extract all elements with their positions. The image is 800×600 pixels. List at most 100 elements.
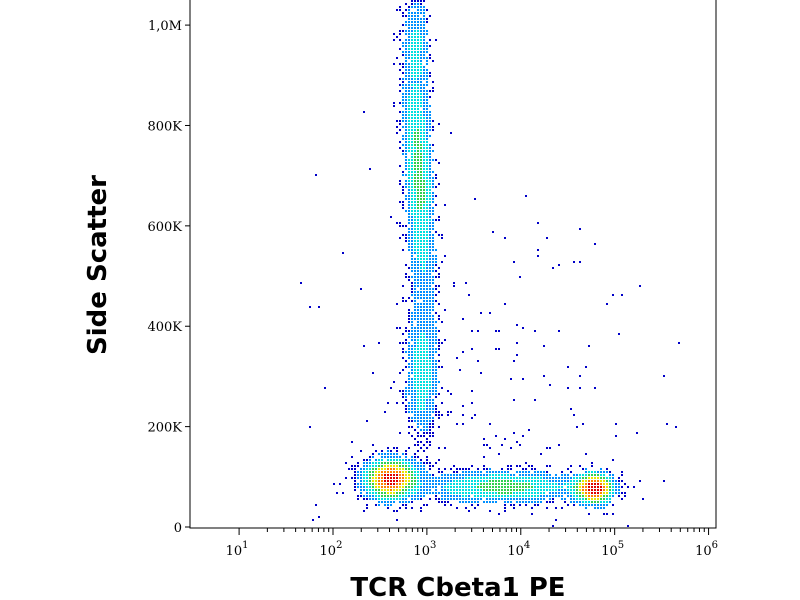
density-point	[411, 351, 413, 353]
density-point	[399, 432, 401, 434]
density-point	[402, 300, 404, 302]
density-point	[378, 486, 380, 488]
density-point	[375, 498, 377, 500]
density-point	[558, 492, 560, 494]
density-point	[423, 177, 425, 179]
density-point	[372, 489, 374, 491]
density-point	[519, 486, 521, 488]
density-point	[423, 249, 425, 251]
density-point	[417, 465, 419, 467]
density-point	[363, 483, 365, 485]
density-point	[378, 459, 380, 461]
density-point	[525, 498, 527, 500]
density-point	[561, 495, 563, 497]
density-point	[426, 183, 428, 185]
density-point	[543, 495, 545, 497]
density-point	[420, 474, 422, 476]
density-point	[417, 330, 419, 332]
density-point	[435, 261, 437, 263]
density-point	[414, 345, 416, 347]
density-point	[420, 228, 422, 230]
density-point	[417, 186, 419, 188]
density-point	[408, 381, 410, 383]
density-point	[393, 381, 395, 383]
density-point	[492, 492, 494, 494]
density-point	[411, 456, 413, 458]
density-point	[573, 486, 575, 488]
density-point	[414, 240, 416, 242]
density-point	[441, 471, 443, 473]
density-point	[471, 465, 473, 467]
density-point	[423, 162, 425, 164]
density-point	[423, 360, 425, 362]
density-point	[408, 237, 410, 239]
density-point	[369, 492, 371, 494]
density-point	[420, 168, 422, 170]
density-point	[453, 477, 455, 479]
density-point	[411, 189, 413, 191]
density-point	[414, 354, 416, 356]
density-point	[396, 462, 398, 464]
density-point	[603, 492, 605, 494]
density-point	[516, 492, 518, 494]
density-point	[411, 336, 413, 338]
density-point	[417, 222, 419, 224]
density-point	[459, 498, 461, 500]
density-point	[432, 387, 434, 389]
density-point	[402, 498, 404, 500]
density-point	[420, 297, 422, 299]
density-point	[393, 480, 395, 482]
density-point	[408, 405, 410, 407]
x-tick-label: 101	[226, 540, 249, 559]
density-point	[441, 237, 443, 239]
density-point	[402, 171, 404, 173]
density-point	[417, 252, 419, 254]
density-point	[420, 273, 422, 275]
density-point	[420, 384, 422, 386]
density-point	[402, 15, 404, 17]
density-point	[414, 495, 416, 497]
density-point	[594, 486, 596, 488]
density-point	[498, 489, 500, 491]
density-point	[417, 111, 419, 113]
density-point	[408, 495, 410, 497]
density-point	[414, 351, 416, 353]
density-point	[411, 243, 413, 245]
density-point	[402, 351, 404, 353]
density-point	[378, 453, 380, 455]
density-point	[465, 282, 467, 284]
density-point	[411, 354, 413, 356]
density-point	[411, 330, 413, 332]
density-point	[429, 297, 431, 299]
density-point	[594, 507, 596, 509]
density-point	[408, 111, 410, 113]
density-point	[597, 501, 599, 503]
density-point	[417, 39, 419, 41]
density-point	[432, 186, 434, 188]
density-point	[522, 471, 524, 473]
density-point	[393, 456, 395, 458]
density-point	[372, 444, 374, 446]
density-point	[426, 48, 428, 50]
density-point	[612, 513, 614, 515]
density-point	[420, 87, 422, 89]
density-point	[408, 141, 410, 143]
density-point	[402, 234, 404, 236]
density-point	[420, 477, 422, 479]
density-point	[564, 492, 566, 494]
density-point	[441, 234, 443, 236]
density-point	[423, 90, 425, 92]
density-point	[423, 372, 425, 374]
density-point	[351, 468, 353, 470]
density-point	[453, 498, 455, 500]
density-point	[498, 348, 500, 350]
density-point	[438, 162, 440, 164]
density-point	[423, 423, 425, 425]
density-point	[609, 501, 611, 503]
density-point	[444, 447, 446, 449]
density-point	[423, 354, 425, 356]
density-point	[351, 441, 353, 443]
density-point	[642, 498, 644, 500]
density-point	[483, 495, 485, 497]
density-point	[435, 342, 437, 344]
